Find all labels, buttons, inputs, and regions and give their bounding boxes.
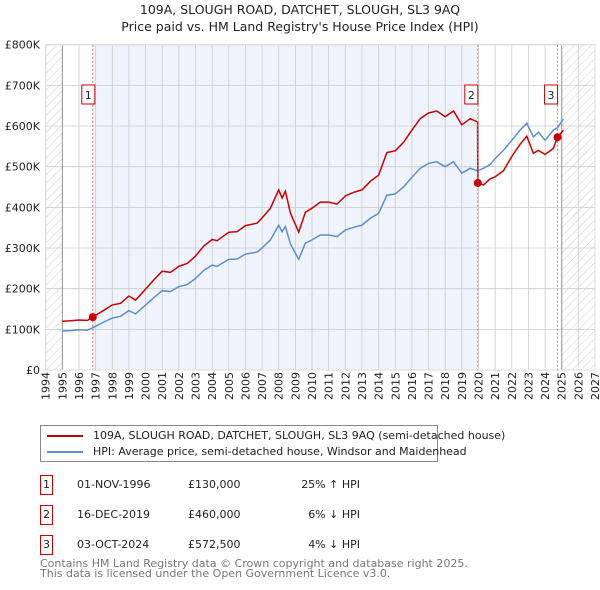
y-tick-label: £300K	[5, 242, 41, 255]
x-tick-label: 2013	[356, 372, 369, 400]
legend: 109A, SLOUGH ROAD, DATCHET, SLOUGH, SL3 …	[40, 425, 505, 462]
sale-label-box	[544, 84, 559, 105]
property-price-line	[62, 109, 564, 322]
x-tick-label: 2000	[140, 372, 153, 400]
y-tick-label: £400K	[5, 201, 41, 214]
x-tick-label: 2016	[406, 372, 419, 400]
chart-title: 109A, SLOUGH ROAD, DATCHET, SLOUGH, SL3 …	[139, 2, 461, 17]
y-tick-label: £600K	[5, 120, 41, 133]
x-tick-label: 2005	[223, 372, 236, 400]
sale-hpi-diff: 25% ↑ HPI	[301, 478, 360, 491]
x-tick-label: 2010	[306, 372, 319, 400]
sale-label: 1	[85, 89, 92, 102]
x-tick-label: 2021	[489, 372, 502, 400]
y-tick-label: £800K	[5, 39, 41, 52]
sale-point	[88, 313, 97, 322]
x-tick-label: 2014	[373, 372, 386, 400]
x-tick-label: 2024	[539, 372, 552, 400]
sale-price: £130,000	[188, 478, 241, 491]
x-tick-label: 2019	[456, 372, 469, 400]
x-tick-label: 2015	[389, 372, 402, 400]
x-tick-label: 2022	[506, 372, 519, 400]
sale-row: 2 16-DEC-2019 £460,000 6% ↓ HPI	[40, 505, 440, 525]
plot-frame	[45, 44, 596, 371]
x-tick-label: 1999	[123, 372, 136, 400]
legend-label-property: 109A, SLOUGH ROAD, DATCHET, SLOUGH, SL3 …	[93, 429, 506, 442]
y-tick-label: £700K	[5, 79, 41, 92]
legend-item-property: 109A, SLOUGH ROAD, DATCHET, SLOUGH, SL3 …	[47, 429, 505, 442]
sale-marker-box: 1	[40, 475, 53, 495]
y-tick-label: £0	[26, 364, 40, 377]
x-tick-label: 2012	[339, 372, 352, 400]
footer-licence: This data is licensed under the Open Gov…	[40, 567, 391, 580]
sale-hpi-diff: 6% ↓ HPI	[308, 508, 360, 521]
sale-point	[553, 133, 562, 142]
x-tick-label: 2023	[522, 372, 535, 400]
sale-price: £572,500	[188, 538, 241, 551]
sale-point	[473, 178, 482, 187]
x-tick-label: 1995	[56, 372, 69, 400]
sale-marker-box: 3	[40, 535, 53, 555]
sale-hpi-diff: 4% ↓ HPI	[308, 538, 360, 551]
footer-copyright: Contains HM Land Registry data © Crown c…	[40, 557, 468, 570]
x-tick-label: 2025	[556, 372, 569, 400]
sale-price: £460,000	[188, 508, 241, 521]
x-tick-label: 2008	[273, 372, 286, 400]
x-tick-label: 2004	[206, 372, 219, 400]
x-tick-label: 2018	[439, 372, 452, 400]
sale-label: 2	[468, 89, 475, 102]
y-tick-label: £500K	[5, 161, 41, 174]
x-tick-label: 2027	[589, 372, 600, 400]
sale-date: 01-NOV-1996	[77, 478, 151, 491]
sale-label-box	[81, 84, 96, 105]
sale-row: 1 01-NOV-1996 £130,000 25% ↑ HPI	[40, 475, 440, 495]
sale-date: 16-DEC-2019	[77, 508, 151, 521]
x-tick-label: 2026	[572, 372, 585, 400]
x-tick-label: 2001	[156, 372, 169, 400]
hpi-line	[62, 118, 565, 332]
x-tick-label: 1996	[73, 372, 86, 400]
x-tick-label: 1998	[106, 372, 119, 400]
sale-date: 03-OCT-2024	[77, 538, 150, 551]
x-tick-label: 2006	[239, 372, 252, 400]
price-chart: 1 2 3 1994 1995 1996 1997 1998 1999 2000 2001 2002…	[5, 39, 600, 400]
x-tick-label: 2011	[323, 372, 336, 400]
x-tick-label: 2009	[289, 372, 302, 400]
x-tick-label: 2002	[173, 372, 186, 400]
x-tick-label: 2007	[256, 372, 269, 400]
footer: Contains HM Land Registry data © Crown c…	[40, 557, 468, 580]
legend-swatch-hpi	[47, 451, 83, 453]
x-tick-label: 2017	[423, 372, 436, 400]
legend-label-hpi: HPI: Average price, semi-detached house,…	[93, 445, 467, 458]
x-tick-label: 2003	[190, 372, 203, 400]
legend-item-hpi: HPI: Average price, semi-detached house,…	[47, 445, 467, 458]
chart-subtitle: Price paid vs. HM Land Registry's House …	[121, 19, 479, 34]
legend-swatch-property	[47, 435, 83, 437]
sale-label-box	[464, 84, 479, 105]
sale-row: 3 03-OCT-2024 £572,500 4% ↓ HPI	[40, 535, 440, 555]
x-tick-label: 1997	[90, 372, 103, 400]
y-tick-label: £200K	[5, 283, 41, 296]
y-tick-label: £100K	[5, 323, 41, 336]
x-tick-label: 2020	[472, 372, 485, 400]
sale-marker-box: 2	[40, 505, 53, 525]
sale-label: 3	[548, 89, 555, 102]
x-tick-label: 1994	[40, 372, 53, 400]
